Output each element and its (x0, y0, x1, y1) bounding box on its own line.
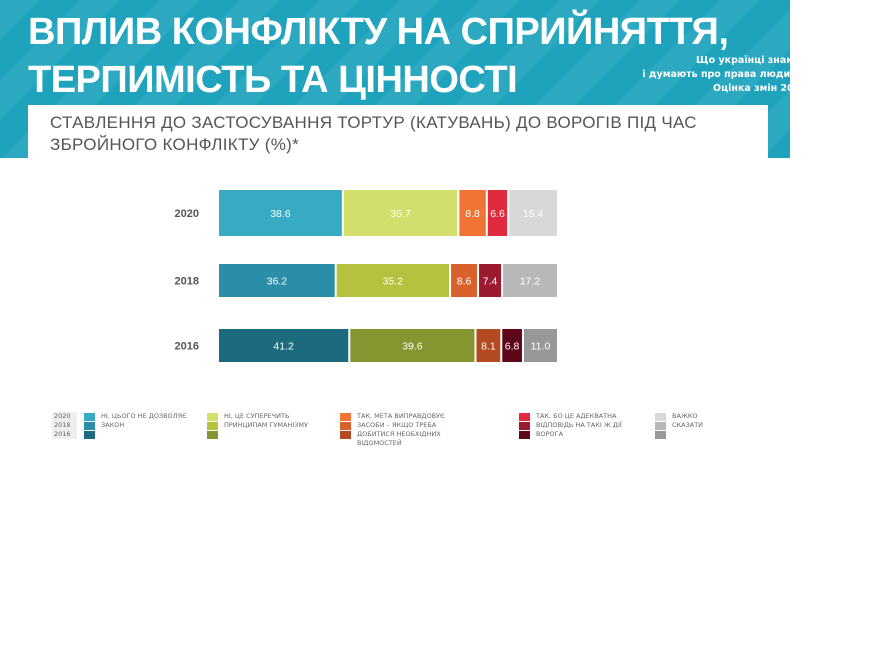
category-label: 2020 (175, 208, 199, 220)
legend-swatch (207, 431, 218, 439)
data-label: 38.6 (270, 208, 291, 220)
legend-swatch (340, 413, 351, 421)
title-line-2: ТЕРПИМІСТЬ ТА ЦІННОСТІ (28, 59, 518, 101)
data-label: 17.2 (520, 276, 541, 288)
legend-swatch (84, 422, 95, 430)
data-label: 39.6 (402, 341, 423, 353)
subtitle-line-2: і думають про права людини. (642, 69, 807, 80)
data-label: 6.6 (490, 208, 505, 220)
legend-label: Важко сказати (672, 412, 704, 429)
bar-segment (509, 190, 557, 236)
stacked-bar-chart: 2020 38.6 35.7 8.8 6.6 15.4 2018 36.2 35.2 8.6 7.4… (175, 190, 557, 362)
legend-swatch (519, 413, 530, 421)
data-label: 35.2 (383, 276, 404, 288)
legend-swatch (340, 422, 351, 430)
title-line-1: ВПЛИВ КОНФЛІКТУ НА СПРИЙНЯТТЯ, (28, 11, 729, 53)
subtitle: Що українці знають і думають про права л… (587, 54, 807, 96)
legend-years: 2020 2018 2016 (52, 412, 77, 439)
legend-swatch (84, 413, 95, 421)
legend-swatch (519, 431, 530, 439)
legend-swatch (340, 431, 351, 439)
bar-segment (219, 264, 335, 297)
legend-year: 2020 (54, 412, 71, 420)
chart-title-line-1: СТАВЛЕННЯ ДО ЗАСТОСУВАННЯ ТОРТУР (КАТУВА… (50, 113, 697, 132)
legend-label: Так, бо це адекватна відповідь на такі ж… (536, 412, 622, 438)
data-label: 8.6 (457, 276, 472, 288)
legend-label: Ні, це суперечить принципам гуманізму (224, 412, 308, 429)
data-label: 11.0 (531, 341, 551, 353)
subtitle-line-3: Оцінка змін 2020 (713, 83, 807, 94)
data-label: 8.1 (481, 341, 496, 353)
chart-title-line-2: ЗБРОЙНОГО КОНФЛІКТУ (%)* (50, 135, 300, 154)
bar-segment (476, 329, 501, 362)
bar-segment (502, 329, 522, 362)
legend-swatch (207, 413, 218, 421)
data-label: 8.8 (465, 208, 480, 220)
page-title: ВПЛИВ КОНФЛІКТУ НА СПРИЙНЯТТЯ, ТЕРПИМІСТ… (28, 8, 729, 104)
data-label: 41.2 (273, 341, 294, 353)
bar-segment (350, 329, 475, 362)
bar-segment (219, 190, 342, 236)
data-label: 6.8 (505, 341, 520, 353)
data-label: 15.4 (523, 208, 544, 220)
legend-swatch (207, 422, 218, 430)
data-label: 36.2 (267, 276, 288, 288)
bar-segment (451, 264, 478, 297)
bar-segment (503, 264, 557, 297)
legend-label: Ні, цього не дозволяє закон (101, 412, 187, 429)
legend-label: Так, мета виправдовує засоби – якщо треб… (357, 412, 445, 447)
chart-title-panel (28, 105, 768, 165)
bar-segment (459, 190, 486, 236)
legend-swatch (655, 413, 666, 421)
category-label: 2018 (175, 276, 199, 288)
legend-swatch (84, 431, 95, 439)
bar-segment (479, 264, 502, 297)
legend-year: 2016 (54, 430, 71, 438)
subtitle-line-1: Що українці знають (696, 55, 807, 66)
bar-segment (219, 329, 349, 362)
data-label: 35.7 (390, 208, 411, 220)
legend-swatch (655, 431, 666, 439)
legend-swatch (519, 422, 530, 430)
category-label: 2016 (175, 341, 199, 353)
bar-segment (343, 190, 458, 236)
bar-segment (487, 190, 508, 236)
legend-year: 2018 (54, 421, 71, 429)
legend-swatch (655, 422, 666, 430)
chart-title: СТАВЛЕННЯ ДО ЗАСТОСУВАННЯ ТОРТУР (КАТУВА… (50, 112, 697, 156)
bar-segment (336, 264, 450, 297)
data-label: 7.4 (483, 276, 498, 288)
bar-segment (523, 329, 557, 362)
